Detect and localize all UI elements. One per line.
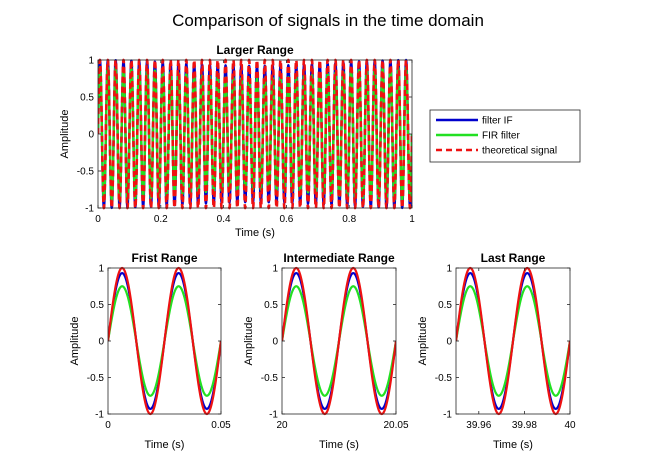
- y-tick-label: -0.5: [77, 167, 95, 178]
- y-tick-label: 1: [272, 264, 278, 275]
- figure-title: Comparison of signals in the time domain: [172, 11, 484, 30]
- x-tick-label: 0: [95, 214, 101, 225]
- axes-title: Last Range: [481, 251, 546, 265]
- x-tick-label: 40: [564, 420, 576, 431]
- y-tick-label: 0.5: [90, 300, 104, 311]
- series-line-theoretical-signal: [108, 266, 221, 416]
- y-tick-label: 0: [446, 337, 452, 348]
- y-tick-label: 0.5: [438, 300, 452, 311]
- series-group: [456, 266, 570, 416]
- y-tick-label: -1: [443, 410, 452, 421]
- y-tick-label: 0: [98, 337, 104, 348]
- series-group: [98, 58, 412, 210]
- y-tick-label: 0.5: [264, 300, 278, 311]
- legend: filter IF FIR filter theoretical signal: [429, 109, 581, 163]
- x-axis-label: Time (s): [493, 439, 533, 451]
- y-axis-label: Amplitude: [59, 110, 71, 159]
- x-tick-label: 1: [409, 214, 415, 225]
- y-tick-label: -0.5: [261, 373, 279, 384]
- x-axis-label: Time (s): [235, 227, 275, 239]
- y-tick-label: 1: [98, 264, 104, 275]
- axes-2: -1 -0.5 0 0.5 1 0 0.05 Frist Range Time (s) Ampli…: [69, 251, 231, 451]
- legend-label: FIR filter: [482, 131, 520, 142]
- x-tick-label: 0.6: [279, 214, 293, 225]
- axes-4: -1 -0.5 0 0.5 1 39.96 39.98 40 Last Range Time (s…: [417, 251, 576, 451]
- x-tick-label: 0.8: [342, 214, 356, 225]
- y-tick-label: 1: [446, 264, 452, 275]
- x-tick-label: 0.4: [217, 214, 231, 225]
- axes-title: Intermediate Range: [283, 251, 395, 265]
- x-tick-label: 20.05: [383, 420, 408, 431]
- series-line-theoretical-signal: [282, 266, 396, 416]
- x-tick-label: 39.98: [512, 420, 537, 431]
- axes-title: Frist Range: [131, 251, 197, 265]
- series-line-theoretical-signal: [98, 58, 412, 210]
- axes-1: -1 -0.5 0 0.5 1 0 0.2 0.4 0.6 0.8 1 Larger Range Tim…: [59, 43, 415, 239]
- axes-3: -1 -0.5 0 0.5 1 20 20.05 Intermediate Range Time…: [243, 251, 409, 451]
- y-tick-label: 0.5: [80, 93, 94, 104]
- y-axis-label: Amplitude: [243, 317, 255, 366]
- y-tick-label: -1: [85, 204, 94, 215]
- legend-label: theoretical signal: [482, 146, 557, 157]
- y-axis-label: Amplitude: [69, 317, 81, 366]
- axes-group: -1 -0.5 0 0.5 1 0 0.2 0.4 0.6 0.8 1 Larger Range Tim…: [59, 43, 576, 451]
- y-tick-label: -1: [95, 410, 104, 421]
- series-line-theoretical-signal: [456, 266, 570, 416]
- x-axis-label: Time (s): [145, 439, 185, 451]
- y-tick-label: -0.5: [435, 373, 453, 384]
- x-tick-label: 39.96: [466, 420, 491, 431]
- y-tick-label: 0: [88, 130, 94, 141]
- x-tick-label: 0.2: [154, 214, 168, 225]
- y-tick-label: 0: [272, 337, 278, 348]
- y-tick-label: -0.5: [87, 373, 105, 384]
- x-axis-label: Time (s): [319, 439, 359, 451]
- legend-label: filter IF: [482, 116, 513, 127]
- y-tick-label: 1: [88, 56, 94, 67]
- x-tick-label: 20: [276, 420, 288, 431]
- y-tick-label: -1: [269, 410, 278, 421]
- axes-title: Larger Range: [216, 43, 294, 57]
- x-tick-label: 0: [105, 420, 111, 431]
- series-group: [108, 266, 221, 416]
- x-tick-label: 0.05: [211, 420, 231, 431]
- y-axis-label: Amplitude: [417, 317, 429, 366]
- series-group: [282, 266, 396, 416]
